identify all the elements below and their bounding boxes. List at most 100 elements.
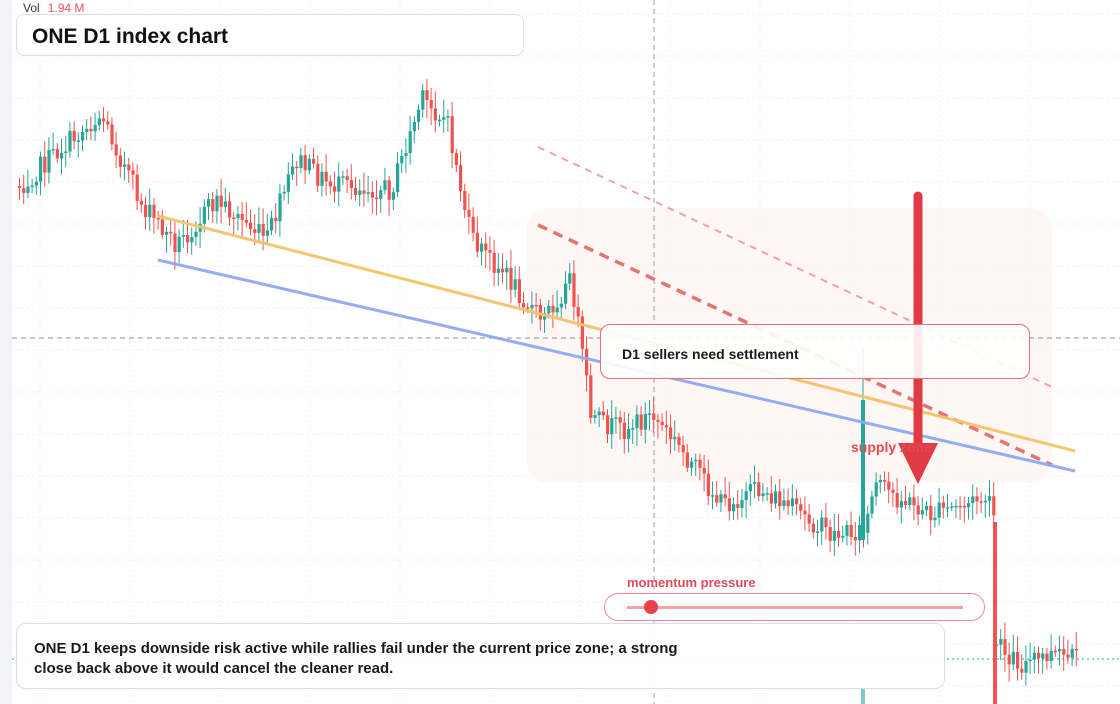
candle-body [572,273,576,307]
candle-body [975,496,979,502]
callout-text: D1 sellers need settlement [622,346,799,362]
candle-body [757,482,761,497]
candle-body [408,131,412,154]
candle-body [232,217,236,220]
candle-body [740,500,744,509]
candle-body [219,195,223,207]
volume-readout: Vol 1.94 M [23,1,84,15]
candle-body [706,473,710,497]
candle-body [333,186,337,192]
candle-body [954,505,958,508]
candle-body [454,153,458,166]
candle-body [899,500,903,508]
candle-body [517,279,521,304]
candle-body [1003,639,1007,655]
candle-body [849,524,853,537]
candle-body [958,505,962,508]
candle-body [937,502,941,518]
candle-body [778,491,782,507]
candle-body [43,156,47,173]
candle-body [1007,654,1011,665]
candle-body [807,514,811,524]
candle-body [509,267,513,290]
candle-body [127,164,131,171]
candle-body [774,491,778,504]
candle-body [832,530,836,541]
candle-body [824,517,828,528]
candle-body [400,155,404,164]
candle-body [345,176,349,181]
candle-body [1032,652,1036,660]
channel-lower-line [537,223,1053,467]
candle-body [559,303,563,308]
candle-body [1049,650,1053,662]
candle-body [736,504,740,509]
candle-body [748,484,752,492]
candle-body [538,305,542,320]
candle-body [354,187,358,195]
candle-body [47,149,51,173]
chart-title: ONE D1 index chart [32,25,229,48]
candle-body [307,158,311,171]
candle-body [51,149,55,151]
candle-body [139,200,143,205]
candle-body [442,117,446,120]
candle-body [64,151,68,154]
candle-body [265,230,269,236]
candle-body [597,411,601,416]
volume-bar [861,688,865,704]
candle-body [375,197,379,200]
candle-body [39,156,43,182]
candle-body [211,199,215,212]
candle-body [207,199,211,207]
candle-body [291,166,295,175]
candle-body [429,100,433,109]
candle-body [568,273,572,284]
candle-body [396,163,400,193]
candle-body [240,213,244,220]
candle-body [1016,651,1020,669]
candle-body [181,235,185,237]
candle-body [631,428,635,430]
candle-body [983,500,987,503]
candle-body [643,414,647,430]
candle-body [1066,654,1070,658]
candle-body [765,493,769,495]
candle-body [202,206,206,224]
candle-body [690,461,694,468]
candle-body [471,216,475,233]
momentum-knob[interactable] [643,600,658,614]
candle-body [585,348,589,376]
candle-body [576,306,580,317]
candle-body [72,130,76,142]
candle-body [610,418,614,435]
candle-body [853,536,857,541]
candle-body [26,186,30,193]
candle-body [81,131,85,141]
candle-body [475,232,479,252]
candle-body [123,164,127,167]
candle-body [929,505,933,521]
candle-body [228,201,232,218]
candle-body [278,193,282,222]
left-scale-bar [0,0,12,704]
candle-body [883,479,887,482]
candle-body [622,422,626,439]
candle-body [547,305,551,314]
candle-body [1053,650,1057,653]
candle-body [433,108,437,121]
candle-body [782,500,786,507]
momentum-slider[interactable] [604,593,985,621]
candle-body [391,192,395,200]
candle-body [1024,660,1028,673]
candle-body [190,237,194,243]
candle-body [131,170,135,175]
candle-body [895,492,899,508]
candle-body [249,222,253,230]
candle-body [887,481,891,490]
candle-body [971,496,975,504]
candle-body [425,90,429,101]
candle-body [135,174,139,201]
chart-title-box: ONE D1 index chart [16,14,524,56]
candle-body [383,180,387,191]
